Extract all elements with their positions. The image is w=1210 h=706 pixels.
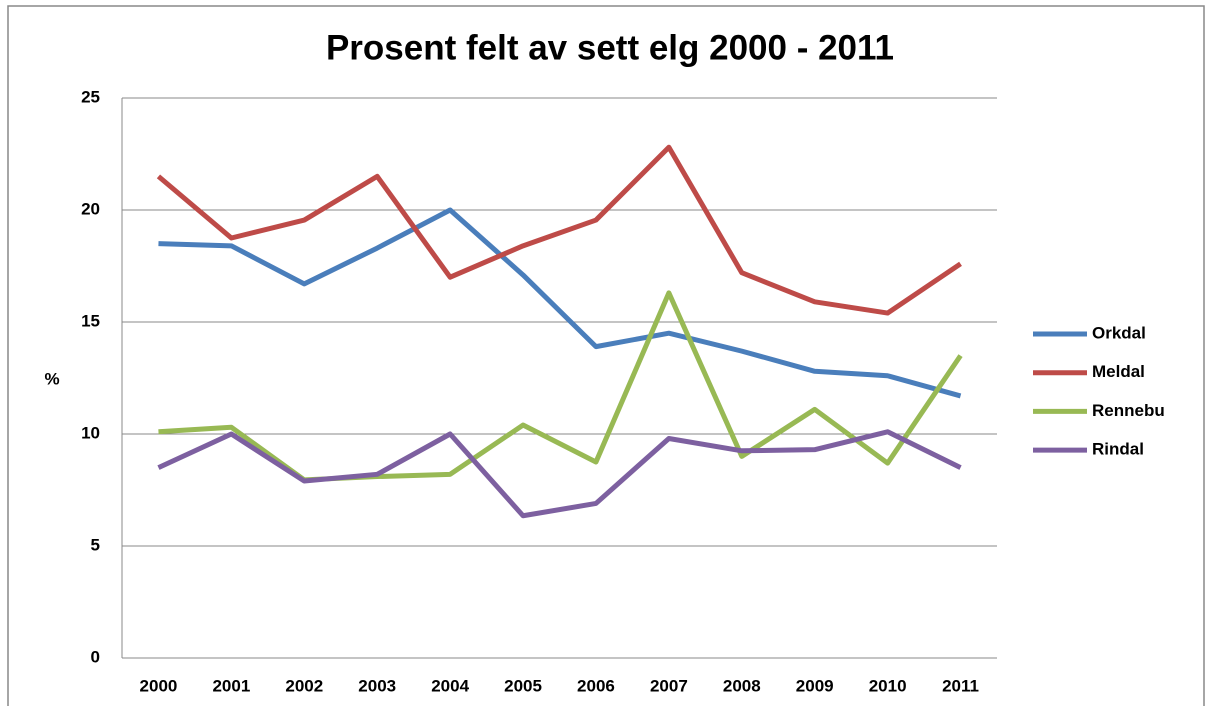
y-tick-label: 0 (91, 647, 100, 666)
y-tick-label: 25 (81, 87, 100, 106)
x-tick-label: 2007 (650, 676, 688, 695)
x-tick-label: 2003 (358, 676, 396, 695)
series-line (157, 429, 962, 519)
series-line (158, 290, 963, 483)
legend-label: Rindal (1092, 440, 1144, 459)
legend-label: Meldal (1092, 362, 1145, 381)
series-line (158, 207, 962, 399)
y-tick-label: 20 (81, 199, 100, 218)
legend-label: Rennebu (1092, 401, 1165, 420)
x-tick-label: 2011 (942, 676, 979, 695)
x-tick-label: 2006 (577, 676, 615, 695)
y-tick-label: 5 (91, 535, 100, 554)
y-tick-label: 10 (81, 423, 100, 442)
legend-label: Orkdal (1092, 323, 1146, 342)
y-axis-label: % (44, 369, 59, 388)
x-tick-label: 2001 (212, 676, 250, 695)
chart-frame (7, 5, 1205, 706)
chart-title: Prosent felt av sett elg 2000 - 2011 (326, 28, 894, 67)
x-tick-label: 2000 (140, 676, 178, 695)
series-line (156, 144, 962, 316)
y-tick-label: 15 (81, 311, 100, 330)
x-tick-label: 2009 (796, 676, 834, 695)
x-tick-label: 2002 (285, 676, 323, 695)
x-tick-label: 2005 (504, 676, 542, 695)
x-tick-label: 2004 (431, 676, 469, 695)
x-tick-label: 2008 (723, 676, 761, 695)
x-tick-label: 2010 (869, 676, 907, 695)
